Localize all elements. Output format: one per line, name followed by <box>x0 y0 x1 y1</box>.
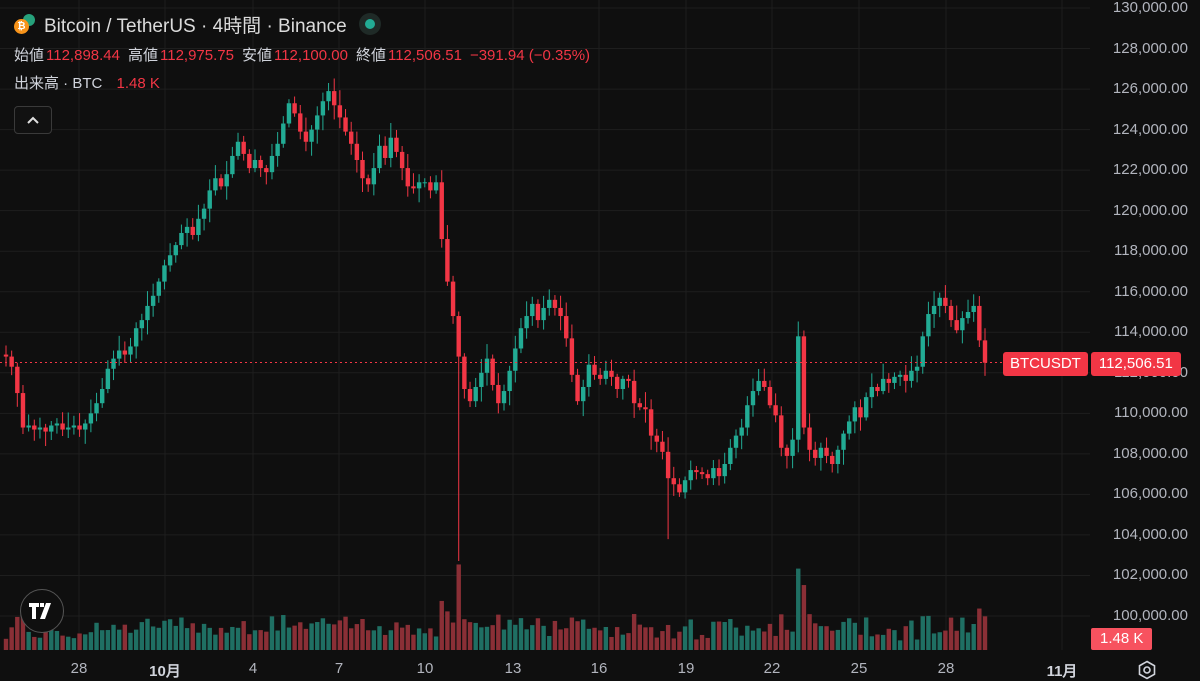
settings-hexagon-icon[interactable] <box>1137 660 1157 680</box>
price-tick: 108,000.00 <box>1112 444 1188 462</box>
last-price-value: 112,506.51 <box>1090 352 1181 376</box>
price-tick: 110,000.00 <box>1114 404 1188 422</box>
bitcoin-tether-icon: ₿ <box>14 13 36 35</box>
price-tick: 106,000.00 <box>1112 485 1188 503</box>
time-tick: 28 <box>70 660 88 677</box>
high-value: 112,975.75 <box>160 47 234 64</box>
price-tick: 104,000.00 <box>1112 525 1188 543</box>
time-tick: 7 <box>334 660 344 677</box>
price-tick: 118,000.00 <box>1114 242 1188 260</box>
price-tick: 124,000.00 <box>1112 120 1188 138</box>
price-tick: 102,000.00 <box>1112 566 1188 584</box>
market-status-icon[interactable] <box>358 13 381 35</box>
close-label: 終値 <box>355 47 386 64</box>
ohlc-values: 始値 112,898.44 高値 112,975.75 安値 112,100.0… <box>14 44 598 64</box>
volume-tag: 1.48 K <box>1091 628 1153 650</box>
time-tick: 22 <box>763 660 781 677</box>
symbol-title[interactable]: Bitcoin / TetherUS · 4時間 · Binance <box>44 15 347 37</box>
price-tick: 100,000.00 <box>1112 607 1188 624</box>
price-tick: 114,000.00 <box>1114 323 1188 341</box>
time-tick: 25 <box>850 660 868 677</box>
change-value: −391.94 (−0.35%) <box>469 47 591 64</box>
high-label: 高値 <box>127 47 158 64</box>
price-tick: 128,000.00 <box>1112 39 1188 57</box>
tradingview-logo-icon[interactable] <box>20 589 64 633</box>
chart-legend: ₿ Bitcoin / TetherUS · 4時間 · Binance 始値 … <box>14 10 598 92</box>
collapse-legend-button[interactable] <box>14 106 52 134</box>
price-tick: 116,000.00 <box>1114 282 1188 300</box>
symbol-tag: BTCUSDT <box>1003 352 1088 376</box>
time-tick: 11月 <box>1046 663 1078 680</box>
open-value: 112,898.44 <box>46 47 120 64</box>
time-tick: 4 <box>248 660 258 677</box>
time-tick: 10月 <box>149 663 181 680</box>
price-tick: 126,000.00 <box>1112 80 1188 98</box>
chevron-up-icon <box>27 116 39 124</box>
time-tick: 10 <box>416 660 434 677</box>
time-tick: 19 <box>677 660 695 677</box>
volume-legend: 出来高 · BTC 1.48 K <box>14 72 598 92</box>
close-value: 112,506.51 <box>387 47 462 64</box>
open-label: 始値 <box>14 47 45 64</box>
time-tick: 13 <box>504 660 522 677</box>
time-tick: 16 <box>590 660 608 677</box>
price-tick: 130,000.00 <box>1112 0 1188 16</box>
time-tick: 28 <box>937 660 955 677</box>
low-label: 安値 <box>241 47 272 64</box>
price-tick: 122,000.00 <box>1112 161 1188 179</box>
volume-label: 出来高 · BTC <box>14 75 103 92</box>
low-value: 112,100.00 <box>273 47 348 64</box>
volume-value: 1.48 K <box>116 75 160 92</box>
last-price-tag: BTCUSDT 112,506.51 <box>1003 352 1181 376</box>
price-tick: 120,000.00 <box>1112 201 1188 219</box>
